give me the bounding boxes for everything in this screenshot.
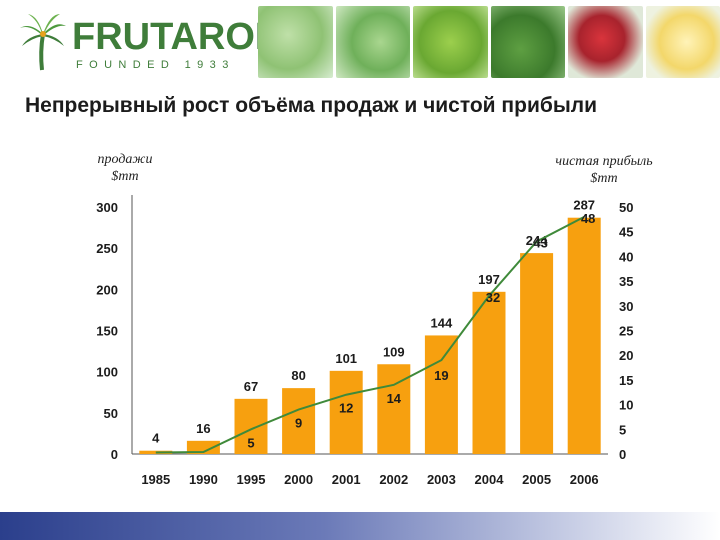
brand-logo: FRUTAROM FOUNDED 1933 — [18, 12, 287, 72]
sales-value-label: 67 — [244, 379, 258, 394]
sales-bar — [520, 253, 554, 454]
profit-value-label: 12 — [339, 401, 353, 416]
right-tick-label: 10 — [619, 398, 633, 413]
sales-value-label: 197 — [478, 272, 500, 287]
profit-value-label: 48 — [581, 211, 595, 226]
x-tick-label: 2004 — [475, 472, 505, 487]
sales-value-label: 109 — [383, 344, 405, 359]
header-photo-strip — [258, 6, 720, 78]
right-tick-label: 40 — [619, 249, 633, 264]
x-tick-label: 2006 — [570, 472, 599, 487]
right-axis-unit: $mm — [590, 171, 618, 186]
header-banner: FRUTAROM FOUNDED 1933 — [0, 0, 720, 82]
x-tick-label: 2003 — [427, 472, 456, 487]
sales-bar — [186, 440, 220, 454]
right-tick-label: 30 — [619, 299, 633, 314]
right-axis-label: чистая прибыль — [555, 154, 653, 169]
right-axis-caption: чистая прибыль $mm — [538, 153, 670, 187]
sales-bar — [472, 291, 506, 454]
x-tick-label: 2002 — [379, 472, 408, 487]
profit-value-label: 5 — [247, 435, 254, 450]
photo-berries — [568, 6, 643, 78]
left-tick-label: 300 — [96, 200, 118, 215]
x-tick-label: 1995 — [237, 472, 266, 487]
brand-tagline: FOUNDED 1933 — [76, 59, 235, 71]
sales-value-label: 4 — [152, 431, 160, 446]
profit-value-label: 9 — [295, 416, 302, 431]
left-tick-label: 200 — [96, 282, 118, 297]
right-tick-label: 35 — [619, 274, 633, 289]
left-tick-label: 150 — [96, 324, 118, 339]
x-tick-label: 1985 — [141, 472, 170, 487]
photo-basil — [490, 6, 565, 78]
sales-value-label: 80 — [291, 368, 305, 383]
sales-value-label: 16 — [196, 421, 210, 436]
right-tick-label: 15 — [619, 373, 633, 388]
page-title: Непрерывный рост объёма продаж и чистой … — [25, 94, 598, 117]
right-tick-label: 50 — [619, 200, 633, 215]
sales-value-label: 287 — [573, 198, 595, 213]
x-tick-label: 2005 — [522, 472, 551, 487]
sales-bar — [329, 370, 363, 454]
profit-value-label: 14 — [387, 391, 402, 406]
right-tick-label: 45 — [619, 225, 633, 240]
sales-bar — [567, 217, 601, 454]
x-tick-label: 2000 — [284, 472, 313, 487]
left-tick-label: 0 — [111, 447, 118, 462]
sales-bar — [377, 364, 411, 454]
x-tick-label: 1990 — [189, 472, 218, 487]
x-tick-label: 2001 — [332, 472, 361, 487]
sales-bar — [234, 398, 268, 454]
left-axis-caption: продажи $mm — [80, 151, 170, 185]
left-axis-unit: $mm — [111, 169, 139, 184]
left-axis-label: продажи — [97, 152, 153, 167]
photo-citrus — [645, 6, 720, 78]
right-tick-label: 5 — [619, 422, 626, 437]
profit-value-label: 32 — [486, 290, 500, 305]
right-tick-label: 20 — [619, 348, 633, 363]
brand-name: FRUTAROM — [72, 16, 287, 58]
sales-bar — [424, 335, 458, 454]
left-tick-label: 50 — [104, 406, 118, 421]
sales-value-label: 101 — [335, 351, 357, 366]
left-tick-label: 100 — [96, 365, 118, 380]
profit-value-label: 19 — [434, 368, 448, 383]
profit-line — [155, 215, 585, 454]
sales-value-label: 144 — [431, 315, 453, 330]
photo-herbs — [335, 6, 410, 78]
footer-bar — [0, 512, 720, 540]
palm-tree-icon — [20, 14, 66, 71]
photo-leaves — [258, 6, 333, 78]
photo-green-fruit — [413, 6, 488, 78]
sales-bar — [282, 388, 316, 454]
right-tick-label: 25 — [619, 324, 633, 339]
profit-value-label: 43 — [533, 236, 547, 251]
left-tick-label: 250 — [96, 241, 118, 256]
sales-profit-chart: 0501001502002503000510152025303540455041… — [96, 195, 633, 487]
right-tick-label: 0 — [619, 447, 626, 462]
